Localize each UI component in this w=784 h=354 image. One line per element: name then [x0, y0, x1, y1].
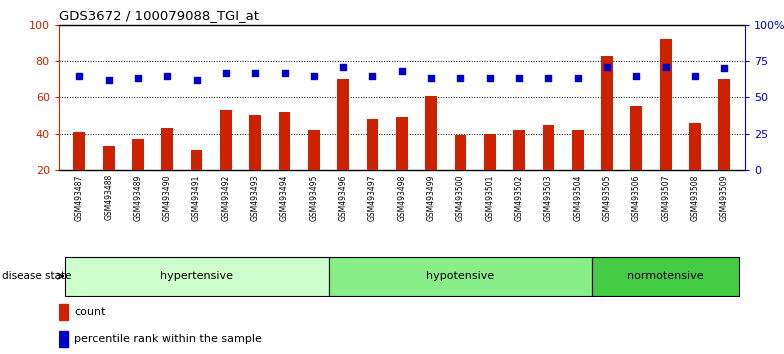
FancyBboxPatch shape — [328, 257, 593, 296]
Bar — [59, 304, 68, 320]
Bar — [367, 119, 379, 170]
Bar — [543, 125, 554, 170]
Text: GSM493496: GSM493496 — [339, 174, 347, 221]
Point — [659, 64, 672, 70]
Bar — [220, 110, 232, 170]
Bar — [191, 150, 202, 170]
Text: GSM493497: GSM493497 — [368, 174, 377, 221]
Text: GSM493495: GSM493495 — [310, 174, 318, 221]
Point — [161, 73, 173, 78]
Bar — [514, 130, 525, 170]
Point — [307, 73, 320, 78]
Point — [513, 76, 525, 81]
Text: GSM493500: GSM493500 — [456, 174, 465, 221]
Bar — [59, 331, 68, 347]
Point — [718, 65, 731, 71]
Bar — [249, 115, 261, 170]
Text: GSM493507: GSM493507 — [661, 174, 670, 221]
Bar — [455, 136, 466, 170]
Point — [395, 68, 408, 74]
Point — [220, 70, 232, 75]
Bar — [484, 133, 495, 170]
Point — [572, 76, 584, 81]
Point — [688, 73, 701, 78]
Text: GSM493491: GSM493491 — [192, 174, 201, 221]
Bar — [572, 130, 583, 170]
Text: GSM493508: GSM493508 — [691, 174, 699, 221]
Bar — [162, 128, 173, 170]
Text: GSM493503: GSM493503 — [544, 174, 553, 221]
Text: count: count — [74, 307, 106, 317]
Text: GSM493490: GSM493490 — [163, 174, 172, 221]
Bar — [278, 112, 290, 170]
Bar — [396, 117, 408, 170]
Point — [103, 77, 115, 83]
Bar — [103, 146, 114, 170]
Point — [366, 73, 379, 78]
Bar — [132, 139, 143, 170]
Text: percentile rank within the sample: percentile rank within the sample — [74, 334, 262, 344]
Text: hypotensive: hypotensive — [426, 271, 495, 281]
Bar — [689, 123, 701, 170]
Bar — [718, 79, 730, 170]
Text: GDS3672 / 100079088_TGI_at: GDS3672 / 100079088_TGI_at — [59, 9, 259, 22]
Text: GSM493505: GSM493505 — [603, 174, 612, 221]
Point — [278, 70, 291, 75]
Point — [191, 77, 203, 83]
Bar — [308, 130, 320, 170]
Point — [484, 76, 496, 81]
Bar — [425, 96, 437, 170]
Text: GSM493501: GSM493501 — [485, 174, 494, 221]
Text: hypertensive: hypertensive — [160, 271, 233, 281]
Point — [454, 76, 466, 81]
Text: GSM493489: GSM493489 — [133, 174, 143, 221]
Point — [630, 73, 643, 78]
Bar — [74, 132, 85, 170]
Text: GSM493487: GSM493487 — [74, 174, 84, 221]
Bar — [630, 107, 642, 170]
FancyBboxPatch shape — [593, 257, 739, 296]
Text: GSM493488: GSM493488 — [104, 174, 113, 221]
Point — [337, 64, 350, 70]
Point — [601, 64, 613, 70]
Text: GSM493492: GSM493492 — [221, 174, 230, 221]
Point — [249, 70, 262, 75]
Point — [425, 76, 437, 81]
Text: disease state: disease state — [2, 271, 71, 281]
Bar — [337, 79, 349, 170]
Text: GSM493499: GSM493499 — [426, 174, 436, 221]
Point — [132, 76, 144, 81]
Text: GSM493504: GSM493504 — [573, 174, 583, 221]
Bar — [601, 56, 613, 170]
Text: GSM493502: GSM493502 — [514, 174, 524, 221]
Text: GSM493509: GSM493509 — [720, 174, 729, 221]
Text: GSM493498: GSM493498 — [397, 174, 406, 221]
Point — [542, 76, 554, 81]
Text: GSM493494: GSM493494 — [280, 174, 289, 221]
FancyBboxPatch shape — [64, 257, 328, 296]
Bar — [660, 39, 672, 170]
Point — [73, 73, 85, 78]
Text: GSM493493: GSM493493 — [251, 174, 260, 221]
Text: GSM493506: GSM493506 — [632, 174, 641, 221]
Text: normotensive: normotensive — [627, 271, 704, 281]
